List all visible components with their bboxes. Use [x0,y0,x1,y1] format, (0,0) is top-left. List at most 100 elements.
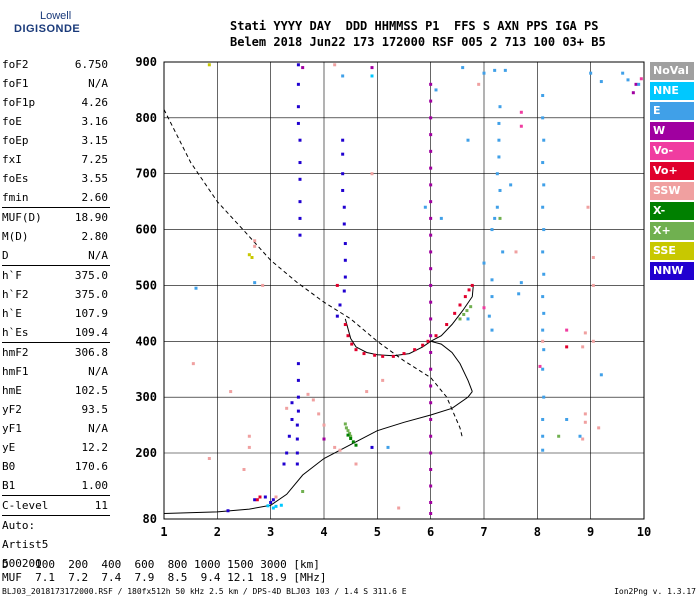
param-value: N/A [88,422,108,435]
echo-point-nnw [370,445,374,449]
echo-point-e [194,286,198,290]
echo-point-w [429,149,433,153]
param-value: 3.16 [81,115,109,128]
echo-point-vo [335,283,339,287]
echo-point-w [429,200,433,204]
echo-point-ssw [583,331,587,335]
param-label: h`E [2,307,22,320]
echo-point-nnw [296,409,300,413]
echo-point-nnw [226,509,230,513]
param-row: yF2 93.5 [0,400,113,419]
echo-point-nne [266,504,270,508]
echo-point-e [541,94,545,98]
echo-point-x [462,312,466,316]
param-label: foE [2,115,22,128]
echo-point-ssw [581,437,585,441]
echo-point-vo [565,328,569,332]
echo-point-nnw [296,105,300,109]
param-separator [2,265,110,266]
echo-point-e [542,228,546,232]
echo-points [191,63,643,515]
echo-point-e [423,205,427,209]
echo-point-nnw [298,138,302,142]
echo-point-e [490,228,494,232]
echo-point-vo [639,77,643,81]
param-row: C-level 11 [0,496,113,515]
header-line2: Belem 2018 Jun22 173 172000 RSF 005 2 71… [230,35,606,49]
echo-point-nnw [298,200,302,204]
echo-point-ssw [370,172,374,176]
echo-point-e [565,417,569,421]
param-value: N/A [88,77,108,90]
echo-point-vo [519,124,523,128]
polarization-legend: NoVal NNE E W Vo- Vo+ SSW X- X+ SSE NNW [650,62,694,282]
echo-point-w [429,133,433,137]
muf-table: D 100 200 400 600 800 1000 1500 3000 [km… [2,558,327,584]
echo-point-e [542,395,546,399]
echo-point-nnw [296,395,300,399]
muf-dashed-curve [163,109,464,440]
echo-point-x [458,317,462,321]
legend-item: Vo- [650,142,694,160]
param-row: foF1p 4.26 [0,93,113,112]
param-value: 3.15 [81,134,109,147]
echo-point-nnw [298,233,302,237]
echo-point-e [466,138,470,142]
echo-point-nnw [296,82,300,86]
echo-point-vo [258,495,262,499]
param-value: 7.25 [81,153,109,166]
echo-point-ssw [242,468,246,471]
param-row: yE 12.2 [0,438,113,457]
echo-point-nnw [287,434,291,438]
param-row: foE 3.16 [0,112,113,131]
echo-point-e [541,250,545,254]
profile-curve [163,391,473,514]
echo-point-w [634,82,638,86]
param-separator [2,495,110,496]
echo-point-e [466,317,470,321]
param-label: C-level [2,499,49,512]
muf-value-row: MUF 7.1 7.2 7.4 7.9 8.5 9.4 12.1 18.9 [M… [2,571,327,584]
echo-point-vo [391,354,395,358]
param-label: D [2,249,9,262]
profile-curve [430,340,473,392]
echo-point-ssw [207,457,211,460]
echo-point-nnw [282,462,286,466]
echo-point-vo [343,323,347,327]
echo-point-e [497,155,501,159]
y-tick-label: 800 [135,111,157,125]
plot-frame [163,61,645,520]
echo-point-vo [482,306,486,310]
echo-point-nnw [298,177,302,181]
footer-version: Ion2Png v. 1.3.17 [614,587,696,596]
param-label: h`Es [2,326,29,339]
echo-point-nnw [295,423,299,427]
echo-point-nnw [290,401,294,405]
echo-point-ssw [365,390,369,394]
echo-point-w [429,367,433,371]
param-label: foF1 [2,77,29,90]
echo-point-w [429,116,433,120]
echo-point-ssw [253,244,257,248]
echo-point-ssw [322,423,326,427]
echo-point-w [429,300,433,304]
param-label: fxI [2,153,22,166]
param-label: h`F [2,269,22,282]
echo-point-w [429,451,433,455]
legend-item: NNW [650,262,694,280]
echo-point-vo [362,352,366,356]
echo-point-w [429,468,433,471]
x-tick-label: 10 [637,525,651,539]
echo-point-x [354,443,358,447]
param-label: foEp [2,134,29,147]
param-value: 6.750 [74,58,108,71]
y-tick-label: 700 [135,167,157,181]
echo-point-w [429,384,433,388]
echo-point-x [349,434,353,438]
echo-point-e [599,373,603,377]
echo-point-x [344,426,348,430]
x-tick-label: 9 [587,525,594,539]
echo-point-nne [274,504,278,508]
param-value: N/A [88,249,108,262]
